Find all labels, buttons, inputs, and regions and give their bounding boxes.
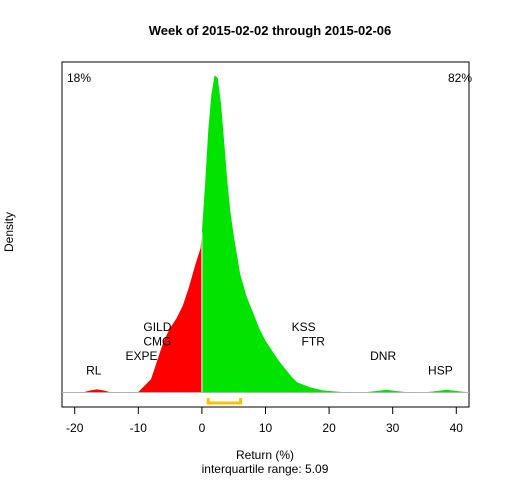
density-area-negative — [84, 232, 202, 392]
y-axis-label: Density — [2, 212, 16, 252]
x-tick-label: 40 — [450, 421, 464, 435]
x-tick-label: 20 — [322, 421, 336, 435]
x-tick-label: 30 — [386, 421, 400, 435]
outlier-label: FTR — [302, 335, 326, 349]
x-axis: -20 -10 0 10 20 30 40 — [66, 406, 464, 435]
iqr-bracket — [206, 398, 243, 405]
x-tick-label: 0 — [199, 421, 206, 435]
x-tick-label: 10 — [259, 421, 273, 435]
outlier-label: GILD — [143, 320, 171, 334]
pct-positive-label: 82% — [448, 71, 472, 85]
density-layer — [62, 75, 469, 405]
outlier-label: KSS — [292, 320, 316, 334]
outlier-label: HSP — [428, 363, 453, 377]
outlier-label: RL — [86, 363, 102, 377]
outlier-label: CMG — [143, 335, 171, 349]
x-axis-label: Return (%) — [236, 448, 294, 462]
pct-negative-label: 18% — [67, 71, 91, 85]
x-tick-label: -10 — [130, 421, 148, 435]
density-area-positive — [201, 75, 466, 392]
x-tick-label: -20 — [66, 421, 84, 435]
outlier-label: DNR — [370, 349, 396, 363]
chart-title: Week of 2015-02-02 through 2015-02-06 — [149, 23, 392, 38]
outlier-label: EXPE — [125, 349, 157, 363]
iqr-subtitle: interquartile range: 5.09 — [202, 462, 329, 476]
